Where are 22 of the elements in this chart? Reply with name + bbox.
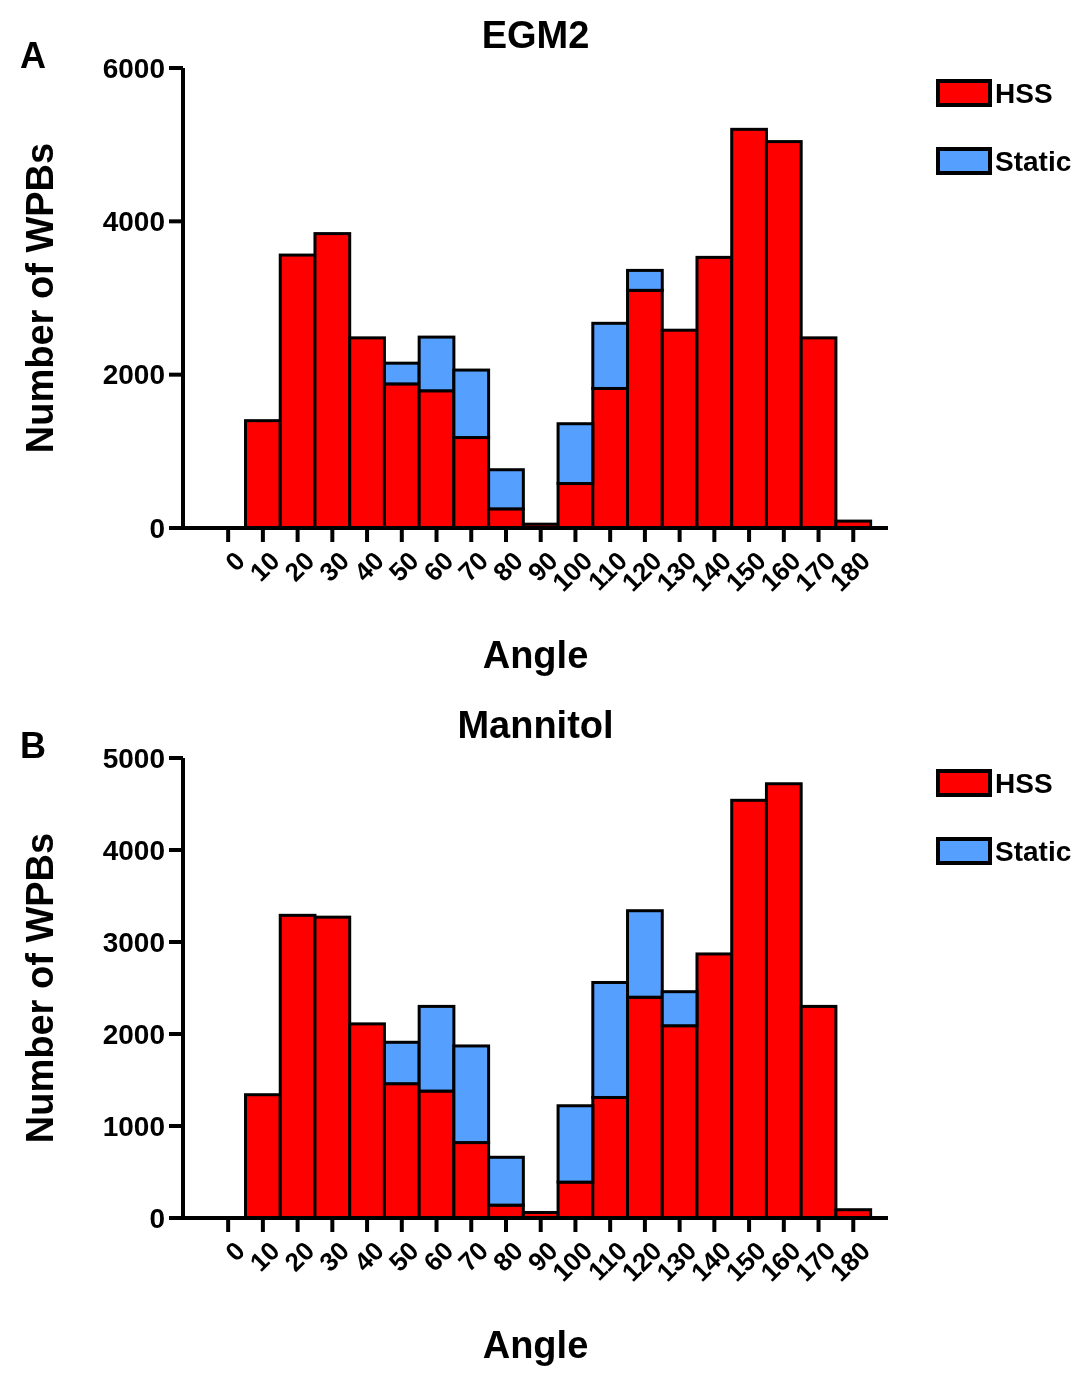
y-tick-label: 0 bbox=[149, 512, 165, 544]
x-axis-title: Angle bbox=[482, 1324, 589, 1366]
y-axis-title: Number of WPBs bbox=[19, 832, 61, 1144]
legend-label: Static bbox=[995, 835, 1072, 867]
x-axis-title: Angle bbox=[482, 634, 589, 676]
y-tick-label: 5000 bbox=[102, 742, 165, 774]
legend-label: HSS bbox=[995, 767, 1053, 799]
text: A bbox=[20, 35, 46, 76]
text: B bbox=[20, 725, 46, 766]
y-tick-label: 3000 bbox=[102, 926, 165, 958]
legend-label: HSS bbox=[995, 77, 1053, 109]
y-tick-label: 0 bbox=[149, 1202, 165, 1234]
y-tick-label: 6000 bbox=[102, 52, 165, 84]
y-tick-label: 1000 bbox=[102, 1110, 165, 1142]
chart-title: EGM2 bbox=[481, 14, 590, 56]
y-tick-label: 2000 bbox=[102, 1018, 165, 1050]
chart-title: Mannitol bbox=[457, 704, 614, 746]
y-tick-label: 4000 bbox=[102, 206, 165, 238]
y-axis-title: Number of WPBs bbox=[19, 142, 61, 454]
y-tick-label: 4000 bbox=[102, 834, 165, 866]
y-tick-label: 2000 bbox=[102, 359, 165, 391]
legend-label: Static bbox=[995, 145, 1072, 177]
